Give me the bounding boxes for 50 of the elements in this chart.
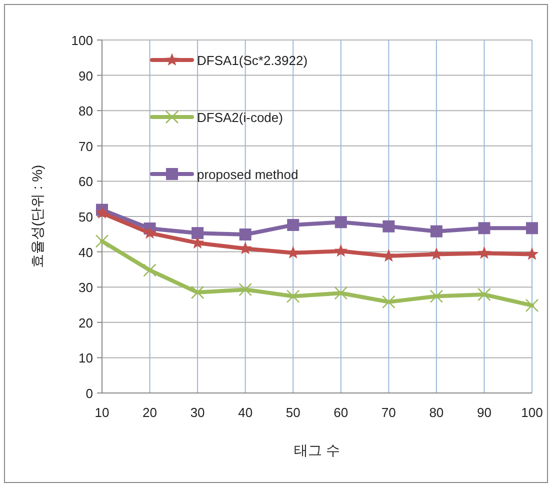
- x-tick-label: 20: [142, 405, 158, 420]
- point: [478, 288, 491, 302]
- point: [287, 218, 300, 231]
- x-tick-label: 100: [521, 405, 543, 420]
- x-tick-label: 70: [381, 405, 396, 420]
- point: [525, 247, 539, 260]
- point: [526, 222, 538, 234]
- point: [238, 282, 252, 296]
- point: [525, 298, 539, 312]
- x-tick-label: 40: [238, 405, 253, 420]
- point: [190, 286, 204, 300]
- y-tick-label: 30: [78, 280, 93, 296]
- y-tick-label: 10: [78, 350, 93, 366]
- point: [192, 227, 204, 240]
- point: [239, 228, 252, 241]
- y-tick-label: 100: [71, 33, 93, 48]
- y-tick-label: 40: [78, 244, 93, 260]
- point: [334, 244, 348, 257]
- point: [286, 290, 300, 303]
- y-tick-label: 70: [78, 138, 93, 154]
- point: [382, 220, 395, 232]
- x-axis-title: 태그 수: [294, 442, 340, 458]
- legend-label: DFSA1(Sc*2.3922): [197, 53, 308, 68]
- x-tick-label: 60: [334, 405, 348, 420]
- point: [382, 249, 396, 262]
- x-tick-label: 50: [286, 405, 300, 420]
- x-tick-label: 80: [429, 405, 444, 420]
- y-tick-label: 90: [78, 68, 93, 84]
- point: [430, 247, 444, 260]
- legend-label: DFSA2(i-code): [197, 110, 283, 125]
- y-tick-label: 60: [78, 174, 93, 190]
- point: [95, 234, 109, 248]
- y-tick-label: 20: [78, 315, 93, 330]
- y-axis-title: 효율성(단위 : %): [29, 164, 45, 268]
- legend-label: proposed method: [197, 167, 298, 182]
- y-tick-label: 80: [78, 104, 93, 119]
- point: [334, 286, 348, 300]
- point: [478, 246, 491, 259]
- point: [382, 295, 396, 309]
- point: [478, 222, 490, 234]
- y-tick-label: 50: [78, 210, 93, 224]
- x-tick-label: 90: [476, 405, 492, 420]
- point: [143, 264, 156, 277]
- y-tick-label: 0: [86, 386, 93, 401]
- point: [430, 225, 442, 238]
- point: [334, 216, 347, 228]
- x-tick-label: 30: [190, 405, 205, 420]
- x-tick-label: 10: [94, 405, 110, 420]
- point: [95, 206, 109, 219]
- point: [430, 290, 444, 303]
